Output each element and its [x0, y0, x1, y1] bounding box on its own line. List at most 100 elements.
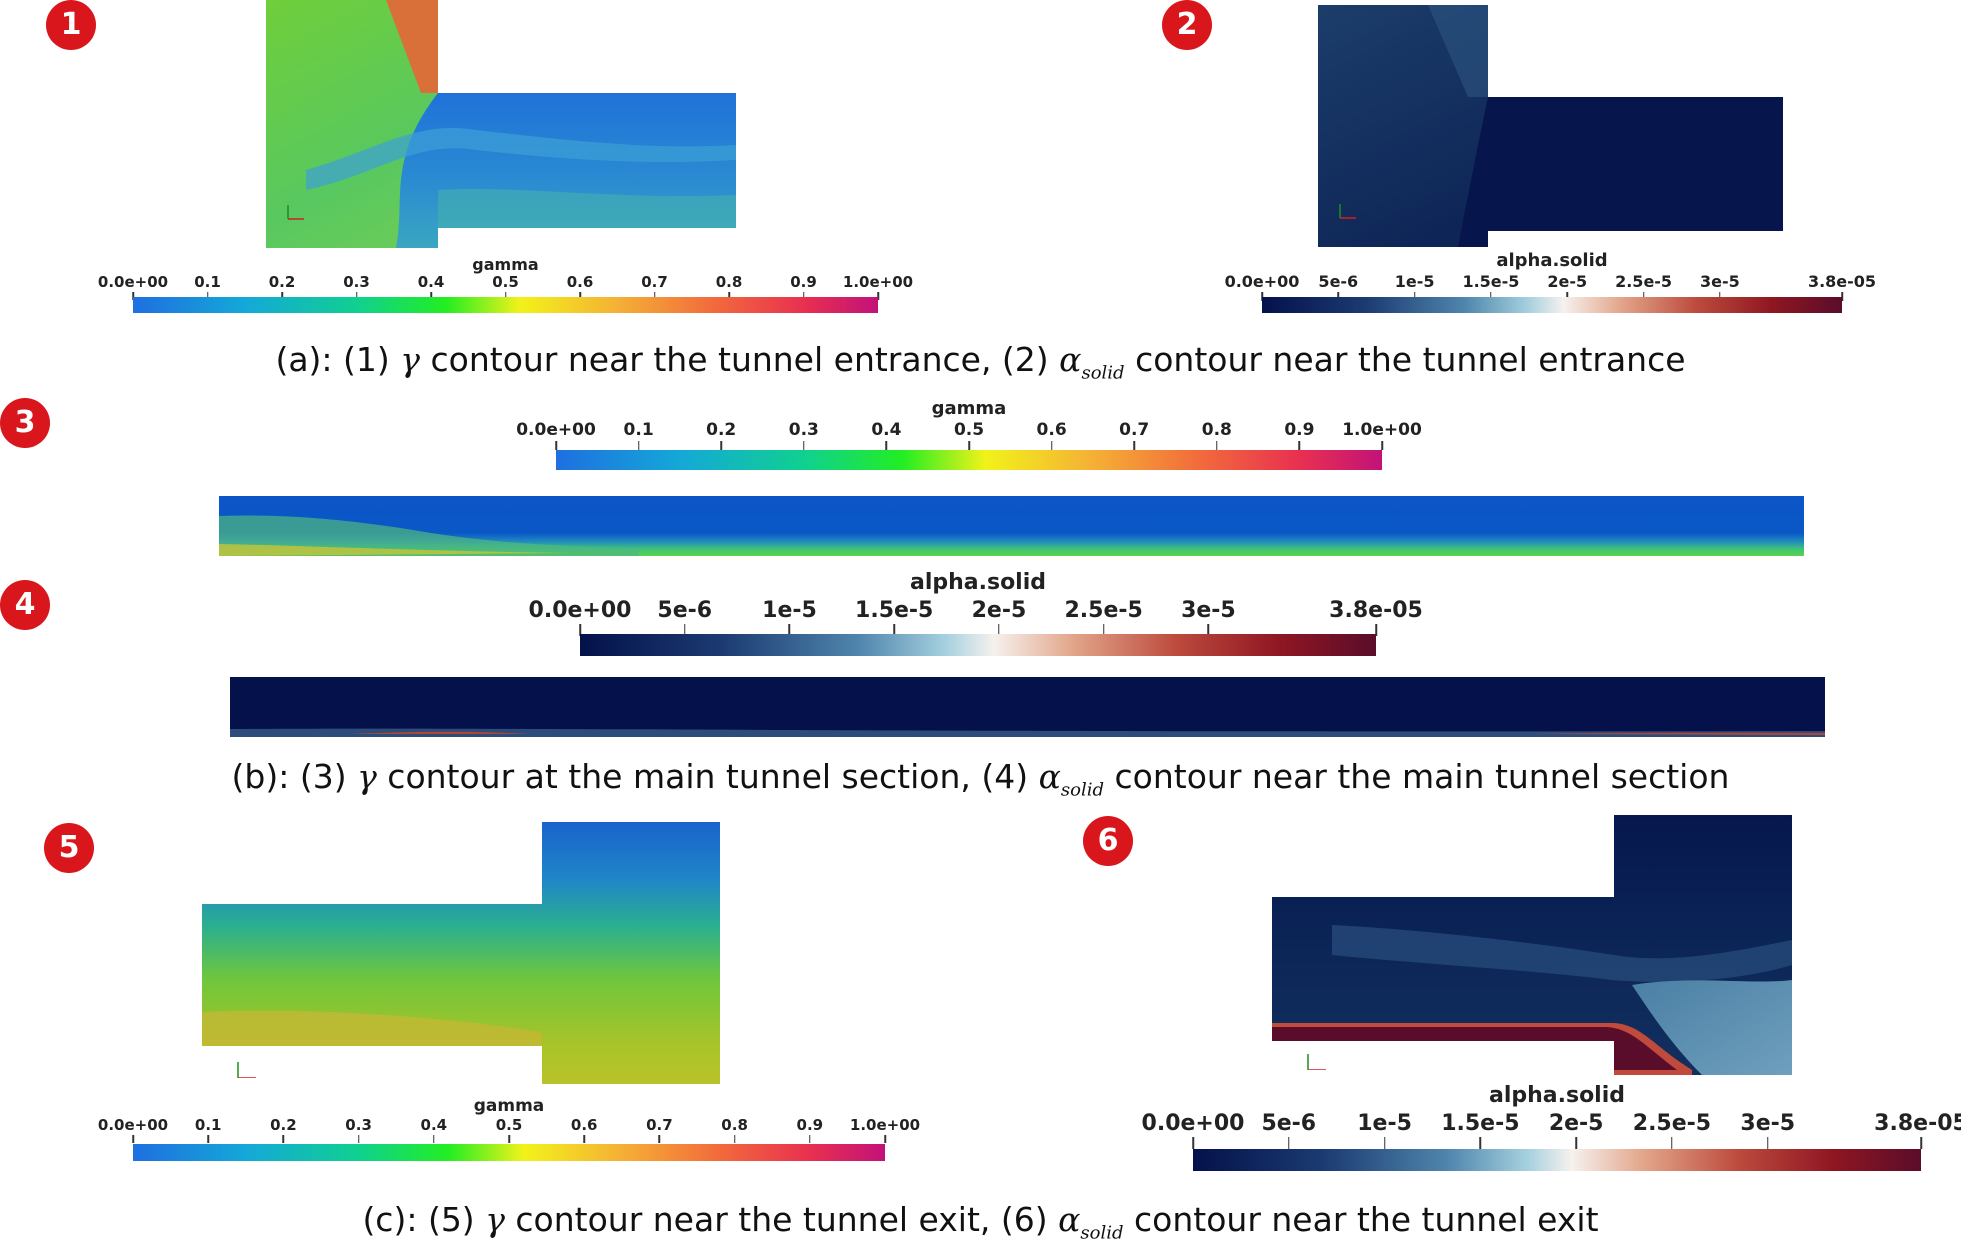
colorbar-tick-mark [1575, 1137, 1577, 1150]
colorbar-tick-label: 0.0e+00 [97, 273, 169, 291]
colorbar-tick-mark [1102, 624, 1105, 637]
colorbar-tick-label: 0.9 [790, 273, 817, 291]
colorbar-tick-label: 0.0e+00 [528, 598, 632, 623]
gamma-colorbar: gamma 0.0e+00 0.1 0.2 0.3 0.4 0.5 0.6 0.7 0.8 0.9… [516, 398, 1422, 473]
colorbar-tick-mark [1841, 292, 1843, 301]
colorbar-tick-mark [1766, 1137, 1769, 1150]
colorbar-tick-label: 0.1 [623, 420, 654, 440]
colorbar-tick-mark [1288, 1137, 1290, 1150]
colorbar-tick-label: 3e-5 [1740, 1111, 1796, 1136]
colorbar-tick-mark [1381, 441, 1383, 451]
colorbar-title: alpha.solid [1488, 1083, 1626, 1108]
colorbar-tick-label: 5e-6 [657, 598, 713, 623]
colorbar-tick-mark [1671, 1137, 1673, 1150]
colorbar-tick-mark [1050, 441, 1053, 451]
colorbar-tick-label: 0.3 [345, 1116, 372, 1134]
colorbar-tick-label: 0.3 [788, 420, 819, 440]
colorbar-title: alpha.solid [909, 570, 1047, 595]
colorbar-tick-mark [357, 1135, 360, 1144]
colorbar-tick-mark [658, 1135, 661, 1144]
colorbar-tick-label: 0.5 [953, 420, 985, 440]
colorbar-tick-mark [504, 292, 507, 301]
colorbar-tick-label: 1.0e+00 [842, 273, 914, 291]
colorbar-tick-label: 0.8 [715, 273, 743, 291]
gamma-contour-main-section [219, 496, 1804, 556]
axis-triad-icon [1307, 1054, 1326, 1070]
colorbar-tick-label: 1e-5 [1394, 272, 1435, 291]
gamma-colorbar: gamma 0.0e+00 0.1 0.2 0.3 0.4 0.5 0.6 0.7 0.8 0.9… [98, 1096, 920, 1166]
colorbar-tick-label: 1e-5 [762, 598, 817, 623]
colorbar-tick-mark [802, 292, 805, 301]
colorbar-tick-label: 2.5e-5 [1064, 598, 1143, 623]
colorbar-tick-mark [433, 1135, 435, 1144]
colorbar-tick-label: 3e-5 [1700, 272, 1740, 291]
colorbar-tick-label: 5e-6 [1318, 272, 1359, 291]
colorbar-tick-label: 0.6 [1036, 420, 1067, 440]
colorbar-tick-label: 0.1 [194, 273, 221, 291]
colorbar-tick-mark [282, 1135, 285, 1144]
colorbar-tick-mark [1383, 1137, 1386, 1150]
panel-badge-6: 6 [1083, 816, 1133, 866]
colorbar-tick-label: 2e-5 [1547, 272, 1588, 291]
colorbar-tick-label: 0.9 [796, 1116, 824, 1134]
axis-triad-icon [1339, 204, 1356, 219]
colorbar-tick-label: 1.0e+00 [849, 1116, 921, 1134]
colorbar-tick-mark [1920, 1137, 1922, 1150]
panel-badge-4: 4 [0, 580, 50, 630]
colorbar-tick-label: 0.7 [646, 1116, 673, 1134]
gamma-contour-exit [202, 822, 720, 1084]
gamma-contour-entrance [266, 0, 736, 248]
colorbar-tick-label: 0.4 [420, 1116, 448, 1134]
colorbar-tick-label: 0.6 [566, 273, 594, 291]
axis-triad-icon [287, 205, 304, 220]
colorbar-tick-mark [998, 624, 1000, 637]
caption-c: (c): (5) γ contour near the tunnel exit,… [362, 1200, 1599, 1244]
colorbar-tick-mark [885, 441, 888, 451]
colorbar-tick-label: 0.2 [268, 273, 296, 291]
colorbar-tick-mark [637, 441, 640, 451]
colorbar-tick-mark [1413, 292, 1416, 301]
alpha-solid-contour-main-section [230, 677, 1825, 737]
caption-a: (a): (1) γ contour near the tunnel entra… [275, 340, 1686, 384]
colorbar-tick-mark [207, 1135, 209, 1144]
colorbar-tick-label: 2.5e-5 [1615, 272, 1673, 291]
colorbar-tick-label: 3.8e-05 [1329, 598, 1423, 623]
colorbar-tick-mark [579, 624, 581, 637]
colorbar-tick-mark [1479, 1137, 1482, 1150]
colorbar-tick-mark [583, 1135, 585, 1144]
colorbar-tick-label: 0.5 [492, 273, 519, 291]
colorbar-tick-mark [809, 1135, 811, 1144]
colorbar-tick-label: 0.7 [1119, 420, 1150, 440]
colorbar-tick-label: 0.0e+00 [97, 1116, 169, 1134]
gamma-colorbar: gamma 0.0e+00 0.1 0.2 0.3 0.4 0.5 0.6 0.7 0.8 0.9… [98, 255, 913, 320]
colorbar-tick-mark [893, 624, 895, 637]
colorbar-tick-mark [1566, 292, 1568, 301]
colorbar-tick-mark [1192, 1137, 1194, 1150]
colorbar-tick-mark [1642, 292, 1645, 301]
colorbar-tick-label: 0.2 [270, 1116, 297, 1134]
colorbar-tick-label: 0.4 [871, 420, 902, 440]
alpha-solid-colorbar: alpha.solid 0.0e+00 5e-6 1e-5 1.5e-5 2e-5 2.5… [1225, 250, 1876, 320]
colorbar-tick-mark [132, 1135, 134, 1144]
colorbar-tick-label: 3.8e-05 [1874, 1111, 1961, 1136]
axis-triad-icon [237, 1062, 256, 1078]
colorbar-tick-label: 0.0e+00 [1224, 272, 1300, 291]
colorbar-tick-label: 2.5e-5 [1632, 1111, 1712, 1136]
colorbar-tick-label: 0.9 [1284, 420, 1315, 440]
caption-b: (b): (3) γ contour at the main tunnel se… [231, 757, 1730, 801]
colorbar-tick-label: 1.0e+00 [1342, 420, 1422, 440]
colorbar-tick-mark [555, 441, 557, 451]
colorbar-tick-mark [1298, 441, 1301, 451]
colorbar-tick-label: 3e-5 [1181, 598, 1236, 623]
colorbar-tick-label: 0.6 [570, 1116, 598, 1134]
colorbar-tick-mark [1719, 292, 1721, 301]
colorbar-tick-mark [728, 292, 730, 301]
colorbar-tick-label: 0.7 [641, 273, 668, 291]
colorbar-tick-mark [281, 292, 283, 301]
colorbar-tick-label: 0.5 [495, 1116, 523, 1134]
colorbar-tick-label: 5e-6 [1261, 1111, 1317, 1136]
colorbar-title: gamma [473, 1096, 545, 1116]
colorbar-tick-mark [1133, 441, 1135, 451]
colorbar-tick-mark [430, 292, 432, 301]
colorbar-title: gamma [472, 255, 539, 274]
